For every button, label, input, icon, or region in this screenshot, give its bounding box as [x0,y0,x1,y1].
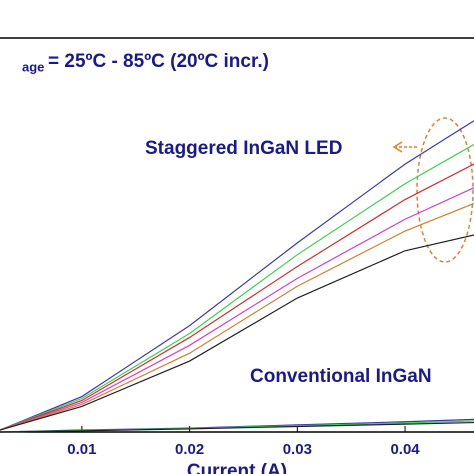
series-line [0,234,474,431]
series-line [0,120,474,431]
conventional-label: Conventional InGaN [250,366,432,387]
subscript: age [22,59,44,74]
series-line [0,187,474,431]
staggered-label: Staggered InGaN LED [145,138,342,159]
x-axis-label: Current (A) [187,461,287,474]
series-line [0,143,474,431]
x-tick-label: 0.02 [175,441,204,458]
series-line [0,421,474,433]
series-line [0,163,474,431]
x-tick-label: 0.01 [67,441,96,458]
x-tick-label: 0.03 [283,441,312,458]
series-line [0,202,474,431]
highlight-ellipse [416,117,474,263]
temp-annotation: = 25ºC - 85ºC (20ºC incr.) [48,51,269,72]
arrow-head [392,141,403,153]
x-tick-label: 0.04 [390,441,420,458]
